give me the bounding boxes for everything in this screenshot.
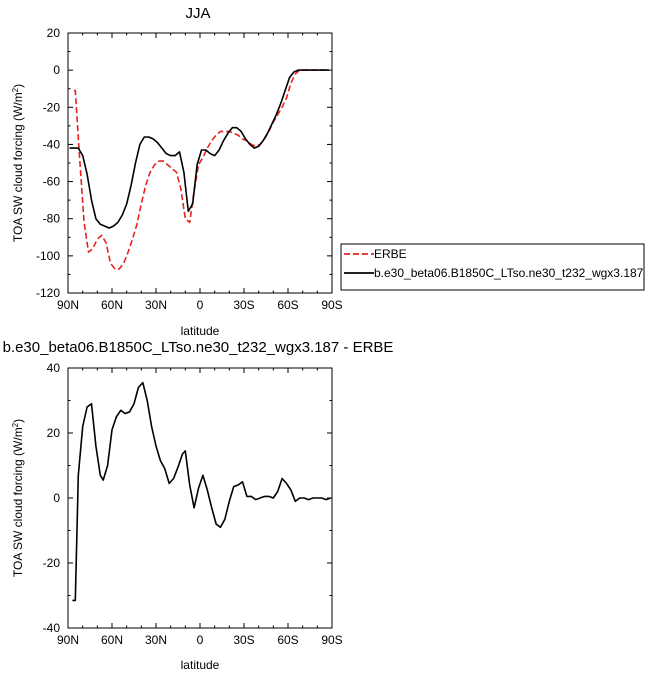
top-x-tick-label: 30S [233, 298, 254, 312]
legend-label-erbe: ERBE [374, 247, 407, 261]
bottom-x-tick-label: 0 [197, 633, 204, 647]
top-series-group [69, 69, 330, 270]
top-x-tick-label: 90N [57, 298, 79, 312]
top-x-tick-label: 60S [277, 298, 298, 312]
bottom-x-tick-label: 90S [321, 633, 342, 647]
top-panel: JJA 90N 60N 30N 0 30S 60S 90S 20 0 -20 -40 -60 -80 -1… [11, 5, 343, 338]
top-y-tick-label: -40 [43, 137, 61, 151]
top-series-line-1 [69, 69, 330, 229]
bottom-axis-ticks: 90N 60N 30N 0 30S 60S 90S 40 20 0 -20 -40 [43, 361, 343, 647]
top-y-tick-label: -60 [43, 175, 61, 189]
bottom-y-tick-label: -20 [43, 556, 61, 570]
top-chart-title: JJA [185, 5, 210, 22]
bottom-y-tick-label: 20 [47, 426, 61, 440]
bottom-x-tick-label: 30S [233, 633, 254, 647]
top-y-tick-label: -20 [43, 100, 61, 114]
top-y-axis-label-main: TOA SW cloud forcing (W/m [11, 92, 25, 242]
top-y-axis-label-close: ) [11, 84, 25, 88]
top-y-tick-label: 0 [53, 63, 60, 77]
bottom-x-tick-label: 60N [101, 633, 123, 647]
bottom-series-group [72, 381, 331, 602]
top-y-axis-label: TOA SW cloud forcing (W/m2) [11, 84, 26, 242]
top-x-tick-label: 90S [321, 298, 342, 312]
top-x-tick-label: 0 [197, 298, 204, 312]
bottom-x-tick-label: 90N [57, 633, 79, 647]
legend-box [340, 243, 645, 291]
top-y-tick-label: 20 [47, 26, 61, 40]
bottom-x-tick-label: 60S [277, 633, 298, 647]
top-x-tick-label: 30N [145, 298, 167, 312]
bottom-y-axis-label-close: ) [11, 419, 25, 423]
bottom-series-line-0 [72, 381, 331, 602]
bottom-panel: b.e30_beta06.B1850C_LTso.ne30_t232_wgx3.… [3, 339, 394, 672]
top-x-axis-label: latitude [181, 324, 220, 338]
bottom-x-axis-label: latitude [181, 658, 220, 672]
legend-label-model: b.e30_beta06.B1850C_LTso.ne30_t232_wgx3.… [374, 266, 644, 280]
top-y-axis-label-sup: 2 [11, 87, 20, 92]
bottom-plot-frame [67, 367, 333, 629]
bottom-x-tick-label: 30N [145, 633, 167, 647]
legend: ERBE b.e30_beta06.B1850C_LTso.ne30_t232_… [340, 243, 645, 291]
top-y-tick-label: -100 [36, 249, 60, 263]
bottom-y-tick-label: 0 [53, 491, 60, 505]
top-axis-ticks: 90N 60N 30N 0 30S 60S 90S 20 0 -20 -40 -60 -80 -100 -1… [36, 26, 343, 312]
bottom-y-axis-label-sup: 2 [11, 422, 20, 427]
top-y-tick-label: -80 [43, 212, 61, 226]
bottom-y-tick-label: 40 [47, 361, 61, 375]
bottom-chart-title: b.e30_beta06.B1850C_LTso.ne30_t232_wgx3.… [3, 339, 394, 356]
top-x-tick-label: 60N [101, 298, 123, 312]
top-y-tick-label: -120 [36, 286, 60, 300]
bottom-y-axis-label: TOA SW cloud forcing (W/m2) [11, 419, 26, 577]
bottom-y-tick-label: -40 [43, 621, 61, 635]
bottom-y-axis-label-main: TOA SW cloud forcing (W/m [11, 427, 25, 577]
top-series-line-0 [73, 69, 327, 270]
